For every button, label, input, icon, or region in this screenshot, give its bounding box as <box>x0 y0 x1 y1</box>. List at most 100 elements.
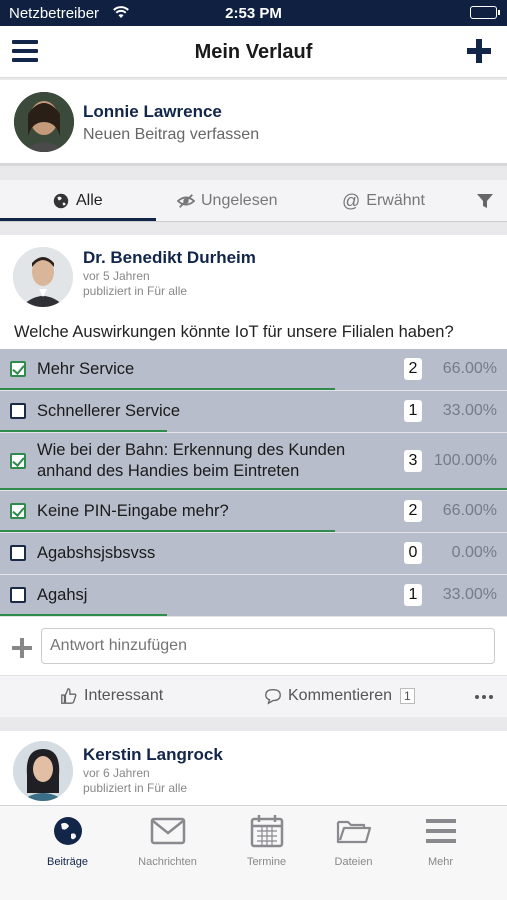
vote-percent: 33.00% <box>442 402 497 419</box>
poll-option[interactable]: Agahsj 1 33.00% <box>0 575 507 617</box>
checkbox-checked-icon[interactable] <box>10 361 26 377</box>
eye-slash-icon <box>177 194 195 208</box>
vote-count: 2 <box>404 500 422 522</box>
status-bar: Netzbetreiber 2:53 PM <box>0 0 507 26</box>
checkbox-checked-icon[interactable] <box>10 453 26 469</box>
checkbox-checked-icon[interactable] <box>10 503 26 519</box>
vote-percent: 66.00% <box>442 360 497 377</box>
vote-percent: 33.00% <box>442 586 497 603</box>
post-time: vor 5 Jahren <box>83 269 150 283</box>
tab-label: Nachrichten <box>138 856 197 868</box>
comment-icon <box>265 689 281 705</box>
tab-label: Termine <box>246 856 287 868</box>
at-icon: @ <box>342 190 361 211</box>
poll-option-label: Mehr Service <box>37 360 135 378</box>
post-author[interactable]: Dr. Benedikt Durheim <box>83 248 256 267</box>
checkbox-icon[interactable] <box>10 403 26 419</box>
tab-label: Alle <box>76 192 103 209</box>
calendar-icon <box>250 815 284 848</box>
menu-icon <box>426 819 456 843</box>
folder-icon <box>336 820 372 844</box>
poll-option[interactable]: Wie bei der Bahn: Erkennung des Kunden a… <box>0 433 507 491</box>
avatar <box>14 92 74 152</box>
tab-label: Dateien <box>334 856 373 868</box>
poll-option-label: Schnellerer Service <box>37 402 181 420</box>
post-author[interactable]: Kerstin Langrock <box>83 745 223 764</box>
avatar <box>13 247 73 307</box>
poll-option[interactable]: Mehr Service 2 66.00% <box>0 349 507 391</box>
thumbs-up-icon <box>61 688 77 704</box>
tab-posts[interactable]: Beiträge <box>17 806 118 876</box>
tab-label: Ungelesen <box>201 192 278 209</box>
poll-option-label: Agahsj <box>37 586 88 604</box>
tab-files[interactable]: Dateien <box>303 806 404 876</box>
poll-option-label: Wie bei der Bahn: Erkennung des Kunden a… <box>37 440 345 482</box>
active-tab-indicator <box>0 218 156 221</box>
globe-icon <box>53 193 69 209</box>
avatar <box>13 741 73 801</box>
vote-percent: 0.00% <box>451 544 497 561</box>
poll-question: Welche Auswirkungen könnte IoT für unser… <box>14 323 454 341</box>
add-attachment-icon[interactable] <box>12 638 32 658</box>
tab-mentioned[interactable]: @ Erwähnt <box>342 180 425 222</box>
reply-row <box>0 623 507 673</box>
vote-progress-bar <box>0 614 168 616</box>
comment-button[interactable]: Kommentieren 1 <box>264 687 415 705</box>
vote-count: 2 <box>404 358 422 380</box>
post-time: vor 6 Jahren <box>83 766 150 780</box>
vote-progress-bar <box>0 430 168 432</box>
add-post-icon[interactable] <box>467 39 491 63</box>
reply-input[interactable] <box>41 628 495 664</box>
tab-unread[interactable]: Ungelesen <box>177 180 278 222</box>
comment-count-badge: 1 <box>400 688 415 704</box>
tab-calendar[interactable]: Termine <box>216 806 317 876</box>
vote-count: 0 <box>404 542 422 564</box>
tab-label: Erwähnt <box>366 192 425 209</box>
filter-icon[interactable] <box>477 193 493 209</box>
poll-option-label: Agabshsjsbsvss <box>37 544 156 562</box>
checkbox-icon[interactable] <box>10 587 26 603</box>
tab-label: Mehr <box>427 856 454 868</box>
post-visibility: publiziert in Für alle <box>83 781 188 795</box>
feed-filter-tabs: Alle Ungelesen @ Erwähnt <box>0 180 507 222</box>
vote-count: 1 <box>404 400 422 422</box>
app-header: Mein Verlauf <box>0 26 507 78</box>
vote-progress-bar <box>0 530 335 532</box>
hamburger-menu-icon[interactable] <box>12 40 38 62</box>
post-card: Dr. Benedikt Durheim vor 5 Jahren publiz… <box>0 235 507 717</box>
comment-label: Kommentieren <box>288 687 393 704</box>
tab-all[interactable]: Alle <box>52 180 103 222</box>
vote-percent: 66.00% <box>442 502 497 519</box>
page-title: Mein Verlauf <box>194 41 313 63</box>
tab-messages[interactable]: Nachrichten <box>117 806 218 876</box>
bottom-tab-bar: Beiträge Nachrichten Termine Dateien Meh… <box>0 805 507 900</box>
poll-options: Mehr Service 2 66.00% Schnellerer Servic… <box>0 349 507 617</box>
globe-icon <box>54 817 82 845</box>
user-name: Lonnie Lawrence <box>83 102 222 121</box>
post-actions: Interessant Kommentieren 1 <box>0 675 507 717</box>
vote-percent: 100.00% <box>433 452 497 469</box>
poll-option-label-line: Wie bei der Bahn: Erkennung des Kunden <box>37 441 346 459</box>
poll-option-label: Keine PIN-Eingabe mehr? <box>37 502 229 520</box>
poll-option-label-line: anhand des Handies beim Eintreten <box>37 462 300 480</box>
wifi-icon <box>113 6 129 18</box>
new-post-prompt[interactable]: Neuen Beitrag verfassen <box>83 126 260 143</box>
checkbox-icon[interactable] <box>10 545 26 561</box>
carrier-label: Netzbetreiber <box>9 5 100 22</box>
vote-progress-bar <box>0 488 507 490</box>
clock: 2:53 PM <box>225 5 282 22</box>
poll-option[interactable]: Agabshsjsbsvss 0 0.00% <box>0 533 507 575</box>
vote-progress-bar <box>0 388 335 390</box>
more-options-icon[interactable] <box>475 695 493 699</box>
battery-icon <box>470 6 500 19</box>
tab-label: Beiträge <box>47 856 88 868</box>
like-button[interactable]: Interessant <box>60 687 163 705</box>
vote-count: 3 <box>404 450 422 472</box>
vote-count: 1 <box>404 584 422 606</box>
envelope-icon <box>150 817 186 845</box>
poll-option[interactable]: Keine PIN-Eingabe mehr? 2 66.00% <box>0 491 507 533</box>
poll-option[interactable]: Schnellerer Service 1 33.00% <box>0 391 507 433</box>
post-card: Kerstin Langrock vor 6 Jahren publiziert… <box>0 731 507 811</box>
post-composer[interactable]: Lonnie Lawrence Neuen Beitrag verfassen <box>0 80 507 166</box>
tab-more[interactable]: Mehr <box>390 806 491 876</box>
